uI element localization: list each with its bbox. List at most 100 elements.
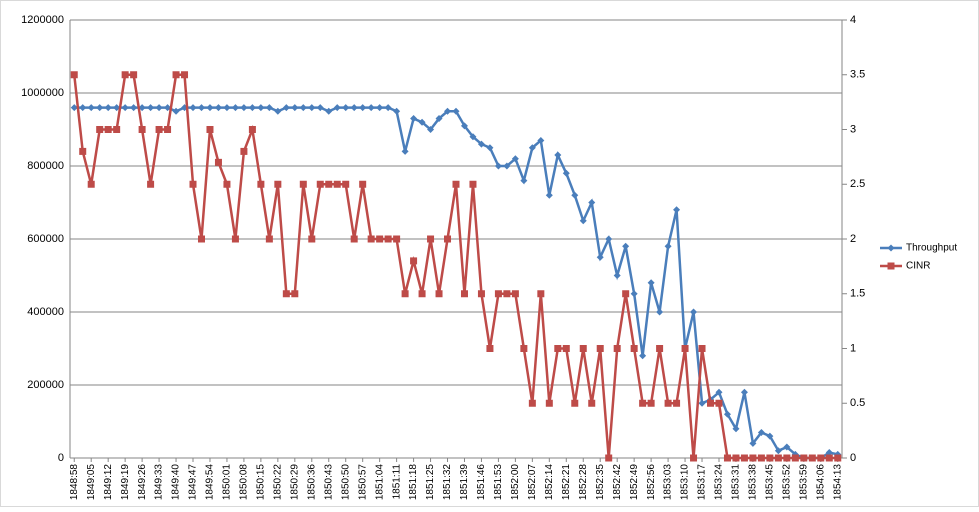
- marker: [486, 144, 494, 152]
- marker: [757, 454, 765, 462]
- x-tick-label: 1849:54: [205, 464, 216, 501]
- y-tick-label: 1200000: [21, 14, 64, 26]
- marker: [673, 399, 681, 407]
- marker: [656, 345, 664, 352]
- marker: [664, 242, 672, 250]
- marker: [410, 257, 418, 265]
- marker: [817, 454, 825, 462]
- marker: [308, 235, 316, 243]
- x-tick-label: 1853:10: [680, 464, 691, 501]
- y-tick-label: 0: [58, 452, 64, 464]
- x-tick-label: 1852:00: [510, 464, 521, 501]
- marker: [435, 115, 443, 123]
- marker: [333, 104, 341, 112]
- marker: [774, 447, 782, 455]
- marker: [240, 104, 248, 112]
- marker: [562, 169, 570, 177]
- x-tick-label: 1852:28: [578, 464, 589, 501]
- marker: [214, 104, 222, 112]
- marker: [248, 104, 256, 112]
- marker: [783, 454, 791, 462]
- marker: [435, 290, 443, 298]
- marker: [308, 104, 316, 112]
- y2-tick-label: 2.5: [850, 178, 865, 190]
- marker: [265, 235, 273, 243]
- x-tick-label: 1853:24: [714, 464, 725, 501]
- marker: [571, 399, 579, 407]
- marker: [528, 399, 536, 407]
- marker: [376, 235, 384, 243]
- marker: [70, 71, 78, 79]
- marker: [452, 107, 460, 115]
- y2-tick-label: 3: [850, 123, 856, 135]
- x-tick-label: 1850:15: [256, 464, 267, 501]
- marker: [622, 242, 630, 250]
- marker: [376, 104, 384, 112]
- marker: [138, 126, 146, 133]
- marker: [613, 345, 621, 352]
- marker: [503, 290, 511, 298]
- y-tick-label: 400000: [27, 306, 64, 318]
- x-tick-label: 1853:52: [781, 464, 792, 501]
- marker: [113, 104, 121, 112]
- marker: [749, 454, 757, 462]
- marker: [460, 290, 468, 298]
- marker: [605, 454, 613, 462]
- marker: [121, 71, 129, 79]
- marker: [444, 107, 452, 115]
- marker: [291, 104, 299, 112]
- y2-tick-label: 1: [850, 342, 856, 354]
- legend-marker: [887, 244, 895, 252]
- x-tick-label: 1853:03: [663, 464, 674, 501]
- marker: [274, 180, 282, 188]
- marker: [791, 454, 799, 462]
- marker: [342, 180, 350, 188]
- marker: [223, 180, 231, 188]
- marker: [647, 279, 655, 287]
- marker: [588, 399, 596, 407]
- marker: [350, 235, 358, 243]
- marker: [647, 399, 655, 407]
- marker: [749, 439, 757, 447]
- marker: [494, 290, 502, 298]
- marker: [707, 399, 715, 407]
- x-tick-label: 1851:46: [476, 464, 487, 501]
- marker: [503, 162, 511, 170]
- marker: [248, 126, 256, 133]
- marker: [316, 180, 324, 188]
- marker: [554, 151, 562, 159]
- marker: [444, 235, 452, 243]
- marker: [690, 308, 698, 316]
- marker: [825, 449, 833, 457]
- marker: [79, 104, 87, 112]
- legend-label: CINR: [906, 261, 930, 272]
- marker: [87, 180, 95, 188]
- marker: [460, 122, 468, 130]
- marker: [401, 147, 409, 155]
- legend-marker: [887, 262, 895, 270]
- marker: [410, 115, 418, 123]
- x-tick-label: 1852:35: [595, 464, 606, 501]
- marker: [164, 104, 172, 112]
- marker: [206, 126, 214, 133]
- x-tick-label: 1851:32: [442, 464, 453, 501]
- marker: [656, 308, 664, 316]
- x-tick-label: 1850:08: [239, 464, 250, 501]
- marker: [418, 290, 426, 298]
- x-tick-label: 1851:53: [493, 464, 504, 501]
- marker: [511, 155, 519, 163]
- marker: [231, 104, 239, 112]
- x-tick-label: 1849:47: [188, 464, 199, 501]
- marker: [630, 290, 638, 298]
- marker: [240, 147, 248, 155]
- marker: [520, 177, 528, 185]
- marker: [350, 104, 358, 112]
- legend-label: Throughput: [906, 243, 957, 254]
- y2-tick-label: 3.5: [850, 69, 865, 81]
- marker: [681, 345, 689, 352]
- marker: [800, 454, 808, 462]
- x-tick-label: 1852:42: [612, 464, 623, 501]
- marker: [427, 126, 435, 133]
- marker: [189, 104, 197, 112]
